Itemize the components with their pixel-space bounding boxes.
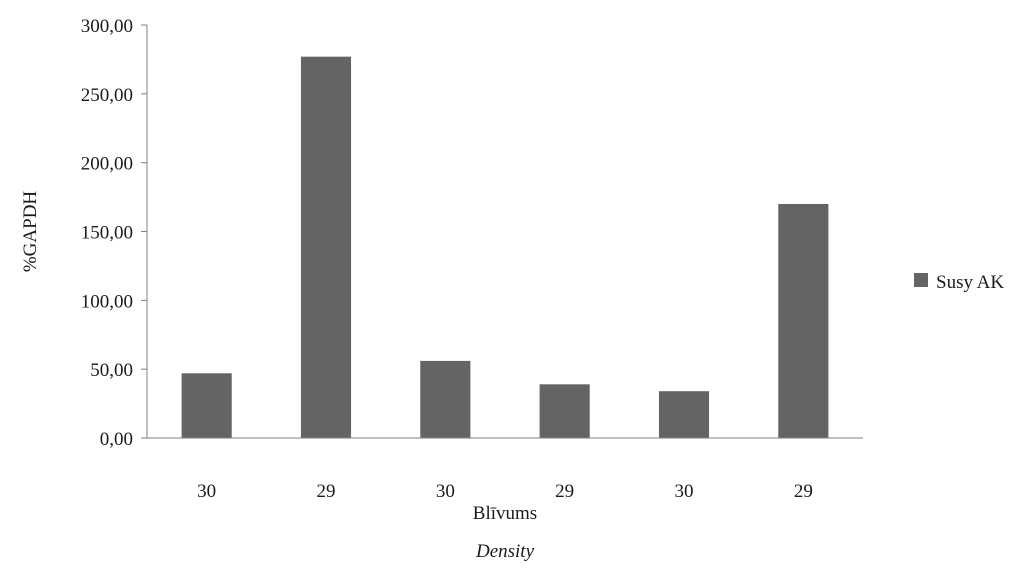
bar bbox=[658, 391, 710, 438]
bar bbox=[539, 384, 590, 438]
y-tick-label: 100,00 bbox=[81, 291, 133, 312]
x-axis-ticks: 30 29 30 29 30 29 bbox=[197, 481, 813, 502]
bar bbox=[778, 203, 829, 438]
bar bbox=[420, 360, 471, 438]
y-tick-label: 150,00 bbox=[81, 223, 133, 244]
x-tick-label: 29 bbox=[794, 481, 813, 502]
x-tick-label: 30 bbox=[436, 481, 455, 502]
legend-label-susy-ak: Susy AK bbox=[936, 272, 1004, 293]
y-tick-label: 0,00 bbox=[100, 429, 133, 450]
x-axis-label: Blīvums bbox=[473, 503, 537, 524]
legend: Susy AK bbox=[914, 272, 1004, 293]
x-tick-label: 29 bbox=[317, 481, 336, 502]
y-tick-label: 200,00 bbox=[81, 154, 133, 175]
x-axis-label-translation: Density bbox=[475, 541, 535, 562]
legend-swatch bbox=[914, 273, 928, 287]
y-axis-ticks: 0,00 50,00 100,00 150,00 200,00 250,00 300,00 bbox=[81, 16, 147, 450]
y-tick-label: 300,00 bbox=[81, 16, 133, 37]
y-tick-label: 50,00 bbox=[90, 360, 133, 381]
x-tick-label: 29 bbox=[555, 481, 574, 502]
y-tick-label: 250,00 bbox=[81, 85, 133, 106]
bar bbox=[181, 373, 232, 438]
bars bbox=[181, 56, 829, 439]
x-tick-label: 30 bbox=[197, 481, 216, 502]
bar bbox=[300, 56, 352, 439]
y-axis-label: %GAPDH bbox=[20, 191, 41, 273]
x-tick-label: 30 bbox=[675, 481, 694, 502]
